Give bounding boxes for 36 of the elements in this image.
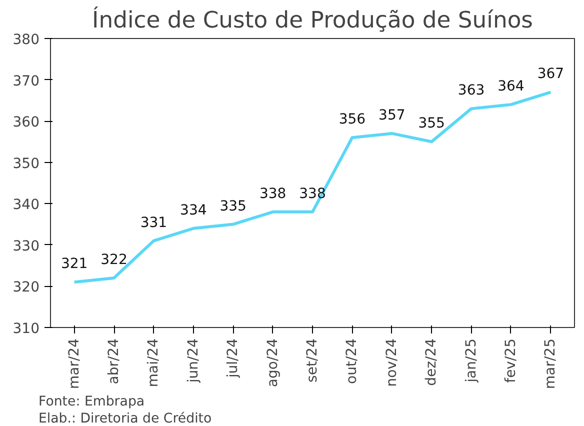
y-tick-label: 380 <box>12 32 40 48</box>
y-tick-label: 320 <box>12 280 40 296</box>
data-label: 331 <box>140 214 168 231</box>
data-label: 357 <box>378 107 406 124</box>
text: Elab.: Diretoria de Crédito <box>38 412 212 426</box>
y-tick-label: 370 <box>12 73 40 90</box>
x-tick-label: mai/24 <box>146 338 162 388</box>
y-tick-label: 330 <box>12 238 40 254</box>
x-tick-label: jun/24 <box>185 338 202 384</box>
data-label: 355 <box>418 116 445 132</box>
x-tick-label: mar/24 <box>66 338 82 390</box>
x-tick-label: abr/24 <box>106 338 122 384</box>
x-tick-label: jan/25 <box>463 338 480 384</box>
chart-title: Índice de Custo de Produção de Suínos <box>92 6 533 34</box>
x-tick-label: nov/24 <box>384 338 400 387</box>
x-tick-label: out/24 <box>344 338 360 384</box>
x-tick-label: fev/25 <box>502 338 519 383</box>
x-tick-label: mar/25 <box>542 338 559 390</box>
source-note: Fonte: Embrapa <box>38 394 145 410</box>
data-label: 322 <box>100 252 128 268</box>
y-tick-label: 340 <box>12 197 40 214</box>
x-tick-label: jul/24 <box>225 338 242 379</box>
data-label: 321 <box>60 256 88 272</box>
data-label: 363 <box>458 82 485 99</box>
x-tick-label: set/24 <box>304 338 320 382</box>
y-tick-label: 360 <box>12 114 40 131</box>
data-label: 356 <box>338 112 366 128</box>
data-label: 338 <box>259 186 286 202</box>
y-tick-label: 310 <box>12 321 40 337</box>
x-tick-label: dez/24 <box>424 338 440 386</box>
data-label: 335 <box>220 198 246 214</box>
data-label: 364 <box>498 78 524 95</box>
data-label: 334 <box>180 202 207 218</box>
x-tick-label: ago/24 <box>264 338 281 388</box>
y-tick-label: 350 <box>12 156 40 172</box>
data-label: 367 <box>537 66 564 82</box>
